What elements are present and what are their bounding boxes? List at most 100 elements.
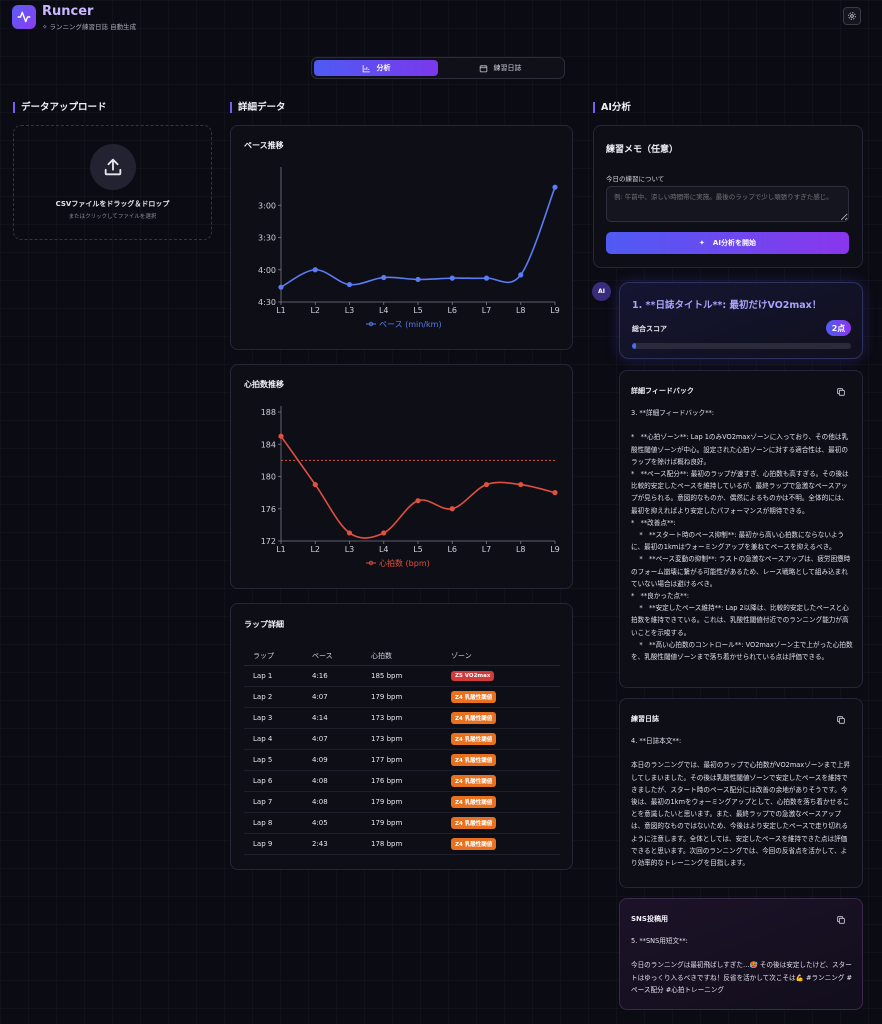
zone-badge: Z5 VO2max [451, 670, 495, 681]
activity-icon [17, 11, 31, 23]
start-ai-analysis-button[interactable]: ✦ AI分析を開始 [606, 232, 849, 254]
pace-cell: 4:08 [303, 770, 362, 792]
zone-cell: Z4 乳酸性閾値 [442, 791, 560, 813]
y-tick-label: 3:30 [258, 234, 276, 243]
zone-cell: Z4 乳酸性閾値 [442, 707, 560, 729]
zone-badge: Z4 乳酸性閾値 [451, 753, 497, 766]
y-tick-label: 184 [261, 440, 276, 449]
ai-avatar: AI [592, 282, 611, 301]
data-point [449, 275, 455, 281]
zone-cell: Z4 乳酸性閾値 [442, 770, 560, 792]
col-pace: ペース [303, 647, 362, 666]
copy-icon[interactable] [836, 387, 846, 397]
feedback-title: 詳細フィードバック [631, 387, 694, 395]
x-tick-label: L9 [550, 306, 560, 315]
app-title: Runcer [42, 4, 94, 19]
tab-diary-label: 練習日誌 [493, 64, 522, 72]
col-zone: ゾーン [442, 647, 560, 666]
legend-label: 心拍数 (bpm) [379, 558, 430, 568]
start-ai-analysis-label: AI分析を開始 [712, 239, 756, 247]
settings-button[interactable] [843, 7, 861, 25]
hr-cell: 173 bpm [362, 707, 442, 729]
dropzone-title: CSVファイルをドラッグ＆ドロップ [55, 200, 170, 208]
diary-card: 練習日誌 4. **日誌本文**: 本日のランニングでは、最初のラップで心拍数が… [619, 698, 863, 888]
zone-badge: Z4 乳酸性閾値 [451, 774, 497, 787]
diary-card-title: 練習日誌 [631, 715, 659, 723]
hr-cell: 179 bpm [362, 686, 442, 708]
memo-textarea[interactable] [606, 186, 849, 222]
pace-cell: 4:07 [303, 686, 362, 708]
x-tick-label: L9 [550, 545, 560, 554]
zone-cell: Z5 VO2max [442, 665, 560, 687]
x-tick-label: L1 [276, 306, 286, 315]
zone-cell: Z4 乳酸性閾値 [442, 833, 560, 855]
tab-diary[interactable]: 練習日誌 [438, 60, 562, 76]
table-row: Lap 8 4:05 179 bpm Z4 乳酸性閾値 [244, 812, 560, 834]
y-tick-label: 3:00 [258, 201, 276, 210]
view-tabs: 分析 練習日誌 [311, 57, 565, 79]
calendar-icon [479, 64, 487, 72]
data-point [381, 274, 387, 281]
upload-icon [104, 158, 122, 176]
hr-cell: 179 bpm [362, 791, 442, 813]
csv-dropzone[interactable]: CSVファイルをドラッグ＆ドロップ またはクリックしてファイルを選択 [13, 125, 212, 240]
x-tick-label: L2 [310, 306, 320, 315]
data-point [346, 530, 353, 536]
data-point [552, 184, 558, 190]
copy-icon[interactable] [836, 715, 846, 725]
sns-card-title: SNS投稿用 [631, 915, 668, 923]
hr-cell: 177 bpm [362, 749, 442, 771]
pace-cell: 4:07 [303, 728, 362, 750]
data-point [415, 498, 421, 504]
legend-marker [368, 560, 374, 566]
logo [12, 5, 36, 29]
lap-cell: Lap 2 [244, 686, 303, 708]
data-point [415, 276, 421, 283]
x-tick-label: L4 [379, 545, 389, 554]
hr-chart-card: 心拍数推移 [230, 364, 573, 589]
x-tick-label: L7 [482, 306, 492, 315]
table-row: Lap 1 4:16 185 bpm Z5 VO2max [244, 665, 560, 687]
copy-icon[interactable] [836, 915, 846, 925]
feedback-card: 詳細フィードバック 3. **詳細フィードバック**: * **心拍ゾーン**:… [619, 370, 863, 688]
pace-cell: 4:05 [303, 812, 362, 834]
lap-table: ラップ ペース 心拍数 ゾーン Lap 1 4:16 185 bpm Z5 VO2ma… [244, 647, 560, 855]
y-tick-label: 180 [261, 473, 276, 482]
lap-detail-title: ラップ詳細 [244, 620, 284, 629]
series-line [280, 186, 556, 288]
hr-chart-title: 心拍数推移 [244, 380, 284, 389]
data-point [552, 490, 558, 496]
hr-cell: 173 bpm [362, 728, 442, 750]
pace-cell: 4:08 [303, 791, 362, 813]
zone-cell: Z4 乳酸性閾値 [442, 728, 560, 750]
x-tick-label: L3 [345, 306, 355, 315]
hr-cell: 179 bpm [362, 812, 442, 834]
y-tick-label: 4:30 [258, 298, 276, 307]
zone-cell: Z4 乳酸性閾値 [442, 686, 560, 708]
lap-cell: Lap 7 [244, 791, 303, 813]
data-point [278, 433, 284, 439]
zone-cell: Z4 乳酸性閾値 [442, 812, 560, 834]
data-point [449, 506, 455, 512]
zone-badge: Z4 乳酸性閾値 [451, 837, 497, 850]
legend-marker [368, 321, 374, 327]
y-tick-label: 4:00 [258, 266, 276, 275]
table-row: Lap 5 4:09 177 bpm Z4 乳酸性閾値 [244, 749, 560, 771]
pace-cell: 2:43 [303, 833, 362, 855]
memo-label: 今日の練習について [606, 175, 665, 183]
score-card: 1. **日誌タイトル**: 最初だけVO2max！ 総合スコア 2点 [619, 282, 863, 359]
tab-analysis[interactable]: 分析 [314, 60, 438, 76]
app-subtitle: ✧ ランニング練習日誌 自動生成 [42, 21, 136, 31]
data-point [483, 275, 490, 281]
upload-icon-wrap [90, 144, 136, 190]
score-label: 総合スコア [632, 325, 667, 333]
sparkles-icon: ✦ [699, 239, 705, 247]
pace-cell: 4:16 [303, 665, 362, 687]
x-tick-label: L5 [413, 306, 423, 315]
diary-title: 1. **日誌タイトル**: 最初だけVO2max！ [632, 300, 822, 311]
dropzone-hint: またはクリックしてファイルを選択 [68, 214, 157, 220]
table-row: Lap 2 4:07 179 bpm Z4 乳酸性閾値 [244, 686, 560, 708]
col-hr: 心拍数 [362, 647, 442, 666]
